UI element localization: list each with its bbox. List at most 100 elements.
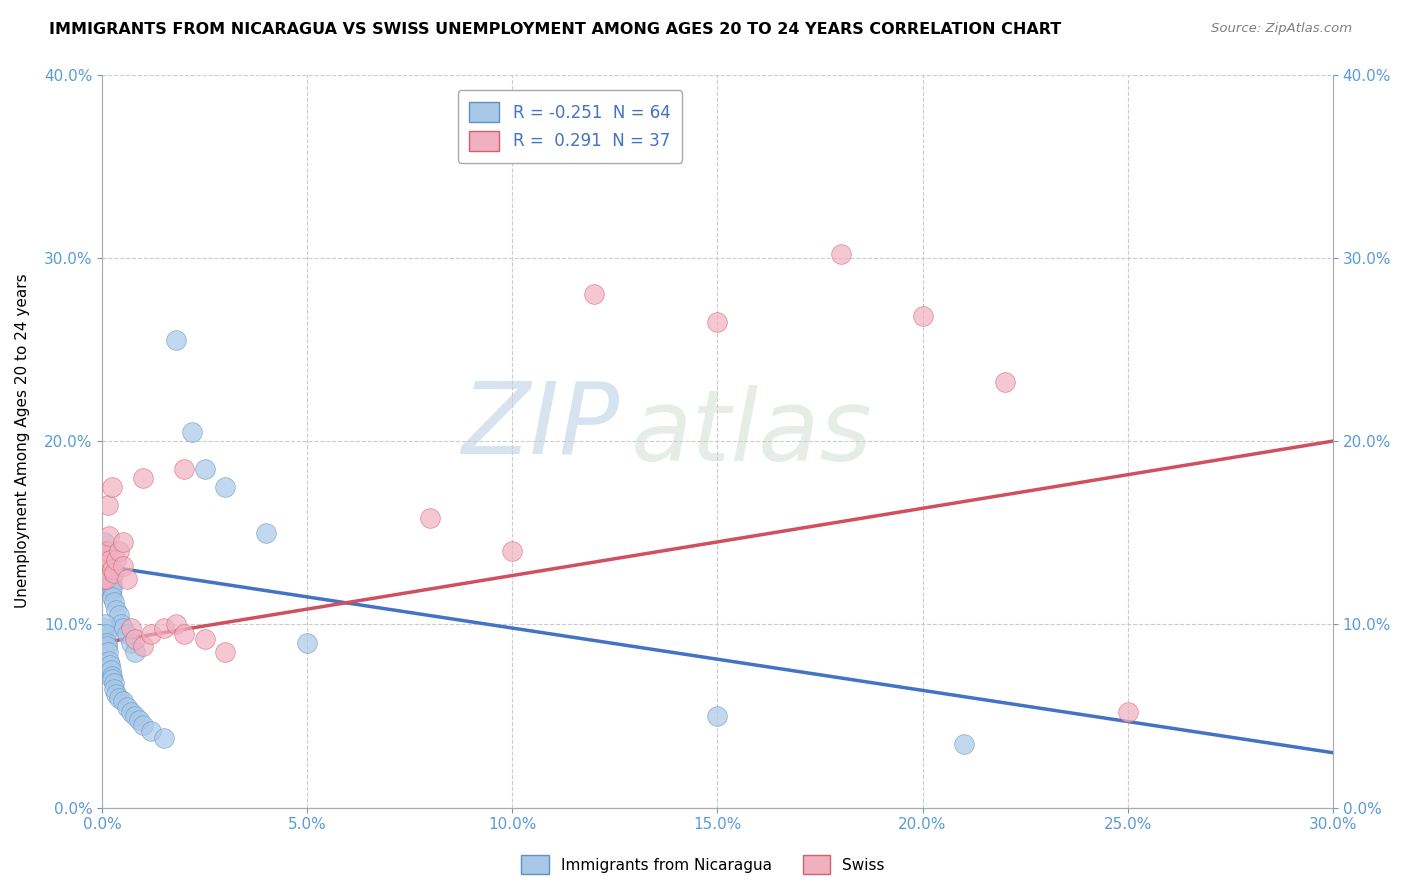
Point (98, 581, 121, 595)
Point (111, 535, 134, 549)
Point (96, 636, 118, 650)
Point (115, 699, 138, 714)
Point (98, 553, 121, 567)
Point (94, 544, 117, 558)
Point (173, 461, 195, 475)
Point (98, 557, 121, 571)
Point (1116, 706, 1139, 720)
Point (911, 310, 934, 324)
Point (93, 572, 115, 586)
Point (706, 709, 728, 723)
Point (98, 657, 121, 672)
Point (96, 553, 118, 567)
Legend: R = -0.251  N = 64, R =  0.291  N = 37: R = -0.251 N = 64, R = 0.291 N = 37 (457, 90, 682, 162)
Point (152, 731, 174, 745)
Point (96, 640, 118, 654)
Point (103, 676, 125, 690)
Point (100, 572, 122, 586)
Point (181, 425, 204, 439)
Point (132, 718, 155, 732)
Point (124, 632, 146, 646)
Point (97, 498, 120, 512)
Point (297, 636, 319, 650)
Point (120, 706, 142, 720)
Point (115, 626, 138, 640)
Point (97, 544, 120, 558)
Point (107, 608, 129, 623)
Text: atlas: atlas (631, 385, 873, 483)
Point (105, 553, 128, 567)
Point (96, 570, 118, 584)
Point (101, 673, 124, 687)
Point (103, 681, 125, 696)
Point (98, 654, 121, 668)
Point (111, 694, 134, 708)
Point (111, 621, 134, 635)
Point (128, 713, 150, 727)
Point (96, 572, 118, 586)
Point (93, 562, 115, 576)
Point (93, 626, 115, 640)
Point (107, 690, 129, 705)
Point (115, 572, 138, 586)
Point (93, 553, 115, 567)
Text: ZIP: ZIP (461, 378, 619, 475)
Point (101, 590, 124, 604)
Point (254, 525, 277, 540)
Point (98, 566, 121, 580)
Point (98, 577, 121, 591)
Point (91, 572, 114, 586)
Point (97, 562, 120, 576)
Point (97, 645, 120, 659)
Point (830, 247, 852, 261)
Point (100, 669, 122, 683)
Point (100, 584, 122, 599)
Text: Source: ZipAtlas.com: Source: ZipAtlas.com (1212, 22, 1353, 36)
Point (97, 572, 120, 586)
Point (111, 558, 134, 573)
Point (152, 621, 174, 635)
Point (100, 577, 122, 591)
Point (94, 544, 117, 558)
Point (96, 548, 118, 562)
Point (93, 553, 115, 567)
Point (124, 709, 146, 723)
Point (101, 480, 124, 494)
Point (214, 480, 236, 494)
Point (706, 315, 728, 329)
Point (93, 562, 115, 576)
Point (101, 581, 124, 595)
Point (100, 663, 122, 677)
Point (93, 535, 115, 549)
Point (101, 562, 124, 576)
Point (107, 544, 129, 558)
Point (501, 544, 523, 558)
Point (96, 566, 118, 580)
Point (194, 632, 217, 646)
Point (994, 376, 1017, 390)
Point (94, 562, 117, 576)
Point (583, 287, 606, 301)
Point (94, 617, 117, 632)
Point (96, 558, 118, 573)
Point (173, 626, 195, 640)
Point (165, 617, 187, 632)
Point (110, 617, 132, 632)
Text: IMMIGRANTS FROM NICARAGUA VS SWISS UNEMPLOYMENT AMONG AGES 20 TO 24 YEARS CORREL: IMMIGRANTS FROM NICARAGUA VS SWISS UNEMP… (49, 22, 1062, 37)
Point (132, 471, 155, 485)
Point (98, 529, 121, 543)
Point (952, 737, 974, 751)
Point (97, 568, 120, 582)
Point (214, 645, 236, 659)
Y-axis label: Unemployment Among Ages 20 to 24 years: Unemployment Among Ages 20 to 24 years (15, 274, 30, 608)
Point (94, 553, 117, 567)
Point (194, 461, 217, 475)
Point (105, 687, 128, 701)
Point (124, 645, 146, 659)
Point (165, 333, 187, 347)
Point (120, 621, 142, 635)
Point (93, 621, 115, 635)
Point (91, 544, 114, 558)
Point (132, 640, 155, 654)
Point (103, 595, 125, 609)
